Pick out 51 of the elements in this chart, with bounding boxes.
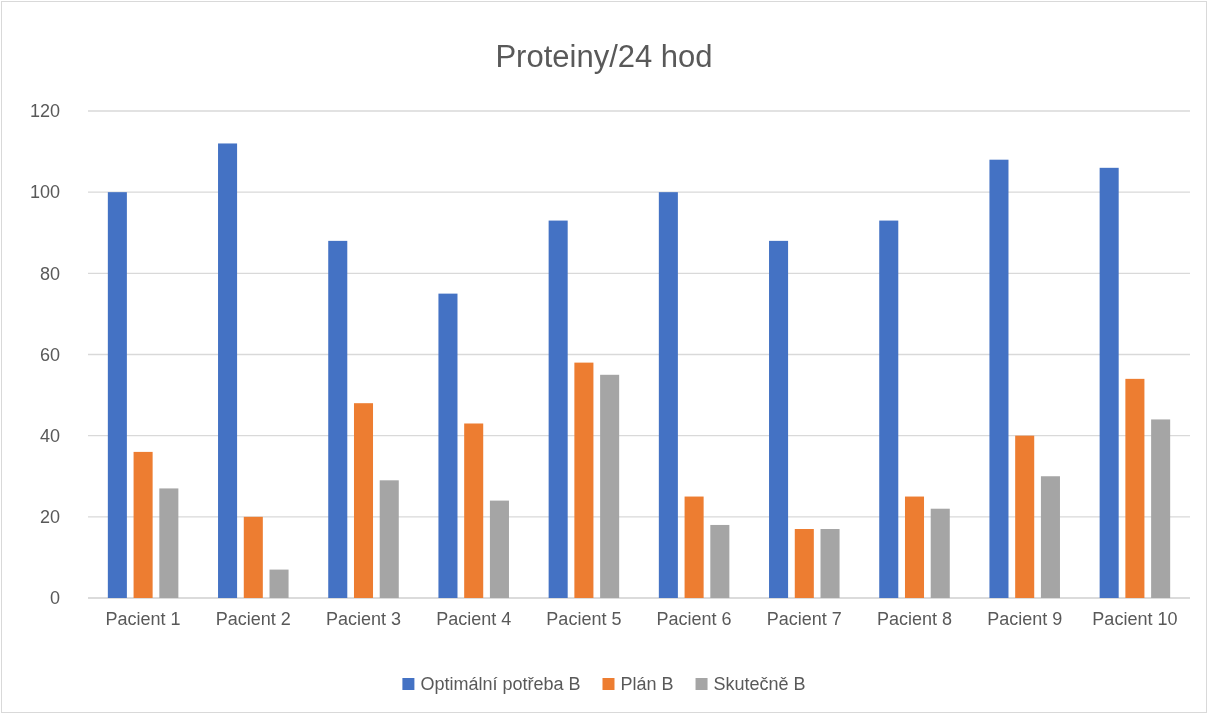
x-tick-label: Pacient 2 [215, 608, 291, 629]
y-tick-label: 80 [39, 263, 60, 284]
bar [1015, 435, 1035, 598]
y-tick-label: 100 [29, 182, 60, 203]
bar [710, 524, 730, 598]
bar [107, 192, 127, 598]
bar [269, 569, 289, 598]
bar [159, 488, 179, 598]
y-tick-label: 20 [39, 507, 60, 528]
bar [548, 220, 568, 598]
x-tick-label: Pacient 4 [436, 608, 512, 629]
y-tick-label: 40 [39, 425, 60, 446]
y-tick-label: 60 [39, 344, 60, 365]
bar [904, 496, 925, 598]
chart-title: Proteiny/24 hod [495, 39, 713, 74]
bar [989, 159, 1009, 598]
x-tick-label: Pacient 8 [876, 608, 953, 629]
bar [684, 496, 704, 598]
y-tick-label: 120 [29, 101, 60, 122]
x-tick-label: Pacient 6 [656, 608, 732, 629]
bar [930, 508, 950, 598]
bar [489, 500, 509, 598]
x-tick-label: Pacient 9 [987, 608, 1063, 629]
bar [658, 192, 678, 598]
bar [600, 374, 620, 598]
legend-label: Skutečně B [713, 674, 806, 695]
x-tick-label: Pacient 7 [766, 608, 842, 629]
bar [879, 220, 899, 598]
bar [438, 293, 458, 598]
bar [1099, 167, 1119, 598]
bar [464, 423, 484, 598]
legend-label: Plán B [620, 674, 674, 695]
bar [1040, 476, 1060, 598]
bar [379, 480, 399, 598]
bar [574, 362, 594, 598]
bar [328, 240, 348, 598]
bar [794, 529, 814, 598]
bar [218, 143, 238, 598]
legend-label: Optimální potřeba B [420, 674, 581, 695]
bar [820, 529, 840, 598]
y-tick-label: 0 [49, 588, 60, 609]
bar [133, 451, 153, 598]
bar [353, 403, 374, 598]
bar [769, 240, 789, 598]
x-tick-label: Pacient 10 [1092, 608, 1178, 629]
x-tick-label: Pacient 3 [325, 608, 402, 629]
bar [243, 516, 263, 598]
x-tick-label: Pacient 1 [105, 608, 181, 629]
bar [1125, 378, 1145, 598]
x-tick-label: Pacient 5 [546, 608, 622, 629]
bar [1151, 419, 1171, 598]
